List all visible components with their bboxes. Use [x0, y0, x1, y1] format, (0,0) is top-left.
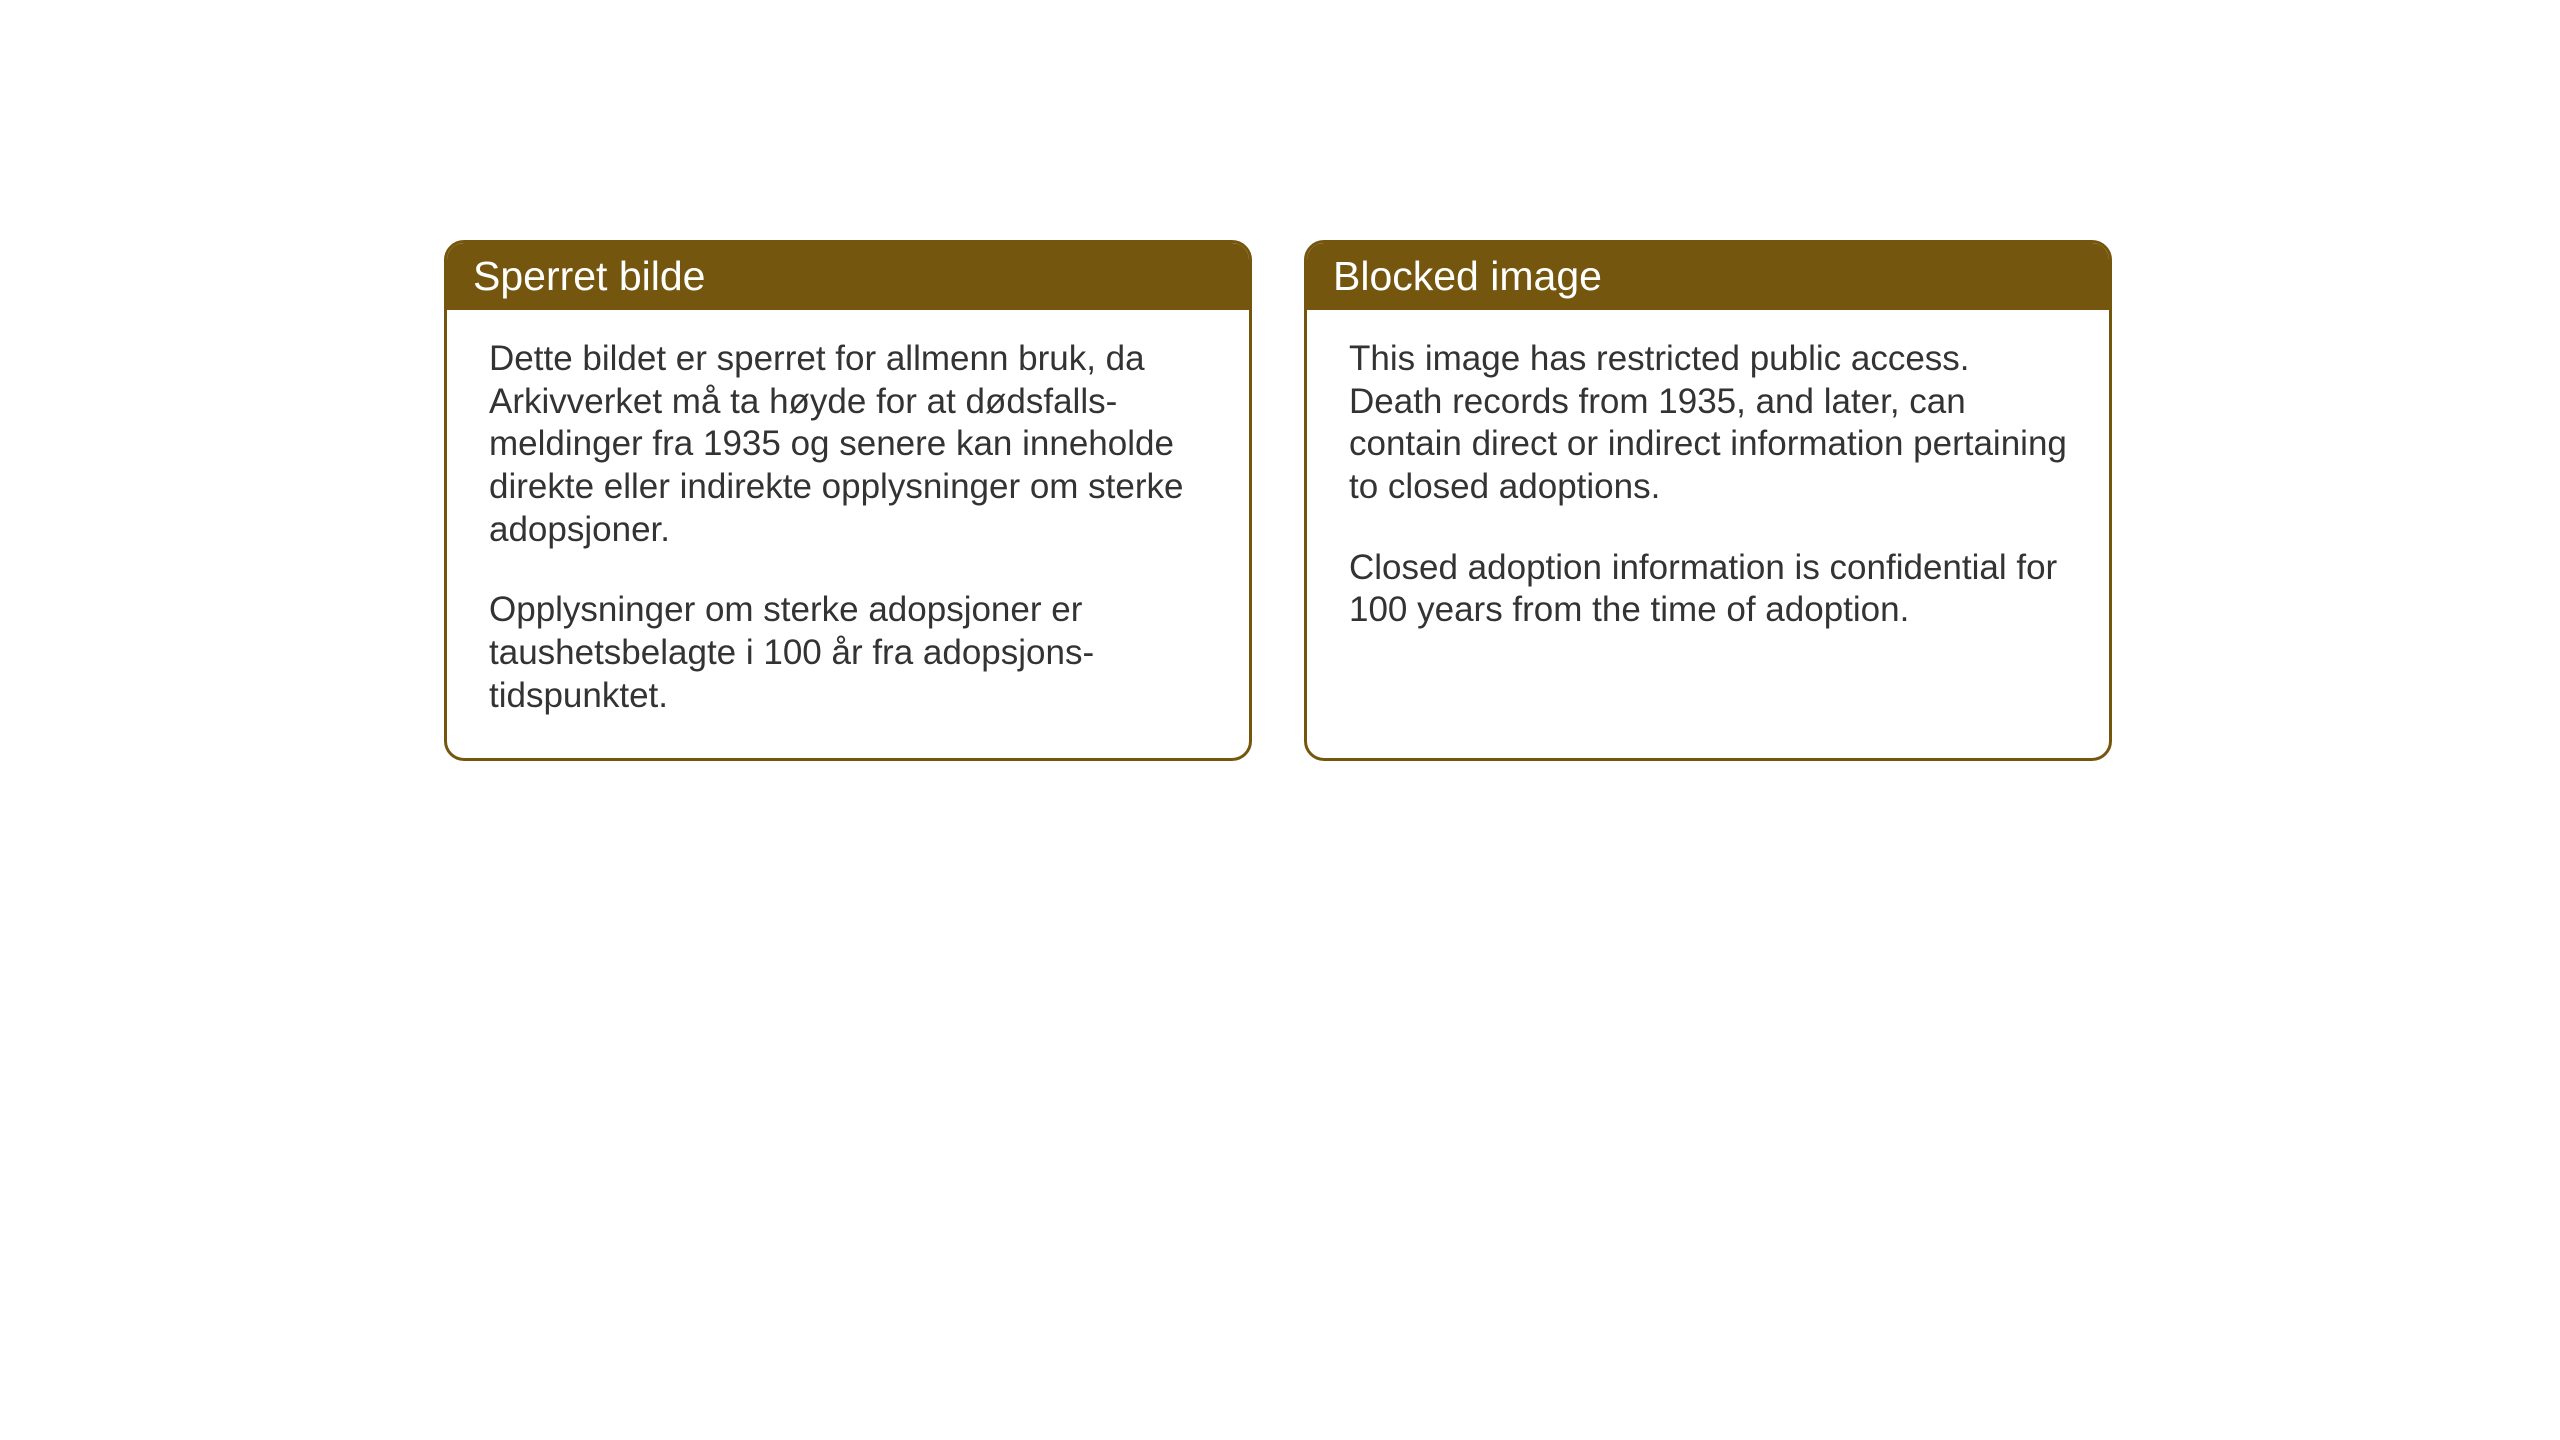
english-notice-card: Blocked image This image has restricted …	[1304, 240, 2112, 761]
english-paragraph-2: Closed adoption information is confident…	[1349, 547, 2067, 632]
notice-container: Sperret bilde Dette bildet er sperret fo…	[444, 240, 2112, 761]
norwegian-card-body: Dette bildet er sperret for allmenn bruk…	[447, 310, 1249, 758]
english-paragraph-1: This image has restricted public access.…	[1349, 338, 2067, 509]
english-card-title: Blocked image	[1307, 243, 2109, 310]
norwegian-card-title: Sperret bilde	[447, 243, 1249, 310]
norwegian-paragraph-2: Opplysninger om sterke adopsjoner er tau…	[489, 589, 1207, 717]
norwegian-paragraph-1: Dette bildet er sperret for allmenn bruk…	[489, 338, 1207, 551]
english-card-body: This image has restricted public access.…	[1307, 310, 2109, 672]
norwegian-notice-card: Sperret bilde Dette bildet er sperret fo…	[444, 240, 1252, 761]
